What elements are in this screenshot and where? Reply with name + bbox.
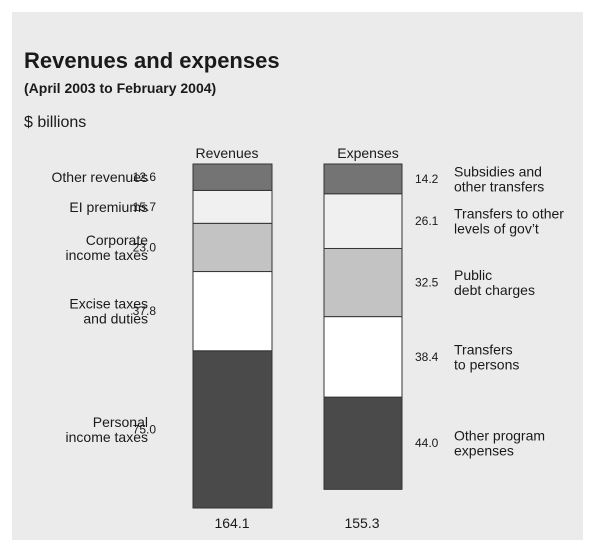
revenues-column-label: Revenues	[195, 145, 258, 161]
expenses-category-label: Subsidies and other transfers	[454, 163, 544, 194]
expenses-value-label: 32.5	[415, 276, 439, 290]
unit-label: $ billions	[24, 114, 87, 131]
expenses-total-label: 155.3	[344, 515, 379, 531]
expenses-segment	[323, 396, 403, 490]
revenues-value-label: 15.7	[133, 200, 157, 214]
expenses-column-label: Expenses	[337, 145, 398, 161]
revenues-segment	[192, 163, 273, 191]
revenues-total-label: 164.1	[214, 515, 249, 531]
revenues-category-label: EI premiums	[69, 199, 148, 215]
expenses-value-label: 26.1	[415, 214, 439, 228]
revenues-category-label: Excise taxes and duties	[69, 296, 148, 327]
chart-title: Revenues and expenses	[24, 48, 280, 73]
revenues-value-label: 23.0	[133, 240, 157, 254]
expenses-category-label: Transfers to persons	[454, 341, 519, 372]
revenues-category-label: Other revenues	[52, 169, 149, 185]
revenues-segment	[192, 189, 273, 224]
revenues-value-label: 37.8	[133, 304, 157, 318]
expenses-value-label: 38.4	[415, 350, 439, 364]
expenses-segment	[323, 193, 403, 249]
revenues-category-label: Corporate income taxes	[66, 232, 149, 263]
chart-subtitle: (April 2003 to February 2004)	[24, 80, 217, 96]
expenses-value-label: 44.0	[415, 436, 439, 450]
revenues-segment	[192, 222, 273, 273]
expenses-segment	[323, 163, 403, 195]
expenses-segment	[323, 316, 403, 398]
expenses-segment	[323, 247, 403, 318]
expenses-value-label: 14.2	[415, 172, 439, 186]
revenues-value-label: 75.0	[133, 422, 157, 436]
revenues-category-label: Personal income taxes	[66, 414, 148, 445]
revenues-segment	[192, 271, 273, 352]
expenses-category-label: Other program expenses	[454, 428, 545, 459]
expenses-category-label: Transfers to other levels of gov’t	[454, 206, 564, 237]
expenses-category-label: Public debt charges	[454, 267, 535, 298]
revenues-segment	[192, 350, 273, 509]
revenues-value-label: 12.6	[133, 170, 157, 184]
chart-panel	[12, 12, 583, 540]
